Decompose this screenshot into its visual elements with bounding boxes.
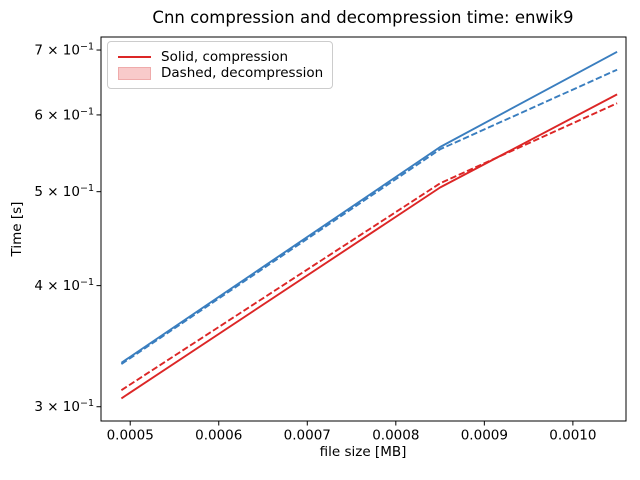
series-line-red-solid [120,93,618,400]
chart-title: Cnn compression and decompression time: … [152,8,573,27]
legend-patch-swatch [118,66,151,80]
series-line-blue-solid [120,50,618,364]
x-tick-label: 0.0009 [461,428,508,444]
legend-line-swatch [118,56,151,58]
series-layer [120,50,618,400]
x-tick-label: 0.0007 [284,428,331,444]
y-tick-label: 6 × 10−1 [34,106,94,123]
x-axis-label: file size [MB] [320,444,407,460]
series-line-red-dashed [120,102,618,391]
y-axis-label: Time [s] [9,202,25,258]
legend-label-compression: Solid, compression [161,49,289,65]
plot-frame [100,36,627,422]
y-tick-label: 4 × 10−1 [34,277,94,294]
y-tick-label: 7 × 10−1 [34,42,94,59]
series-line-blue-dashed [120,68,618,365]
legend: Solid, compression Dashed, decompression [107,41,333,89]
legend-entry-decompression: Dashed, decompression [118,65,324,81]
x-tick-label: 0.0006 [195,428,242,444]
legend-label-decompression: Dashed, decompression [161,65,324,81]
x-tick-label: 0.0010 [549,428,596,444]
x-tick-label: 0.0005 [107,428,154,444]
y-tick-label: 5 × 10−1 [34,183,94,200]
y-tick-label: 3 × 10−1 [34,398,94,415]
x-tick-label: 0.0008 [372,428,419,444]
legend-entry-compression: Solid, compression [118,49,322,65]
axes-layer: 0.0005 0.0006 0.0007 0.0008 0.0009 0.0010 3 × … [34,36,627,444]
